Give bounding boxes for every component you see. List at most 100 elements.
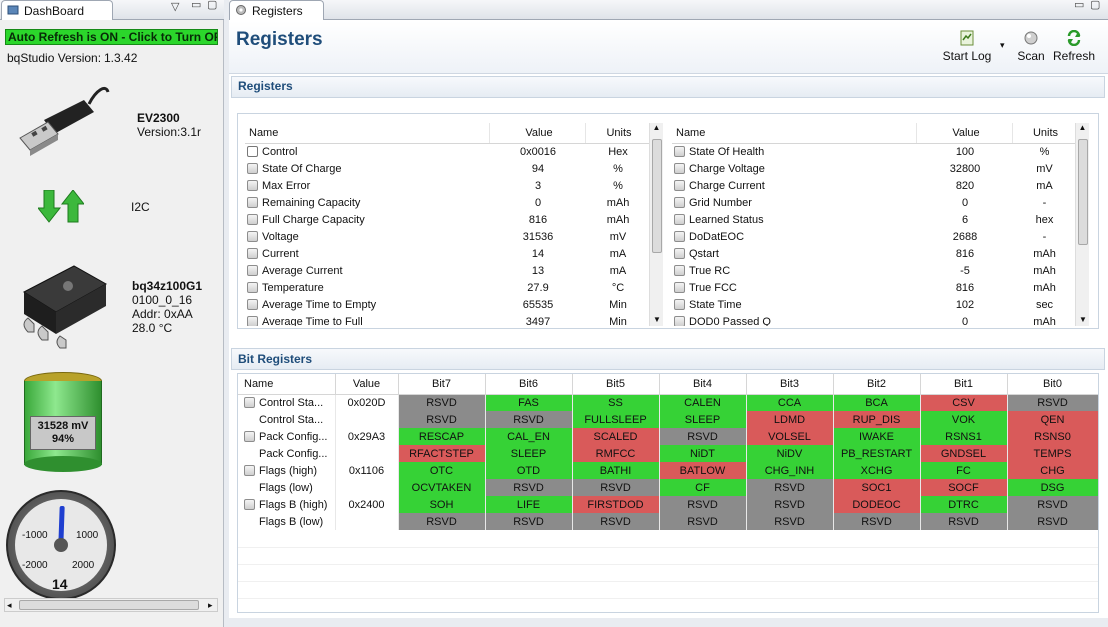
bit-flag-cell[interactable]: CAL_EN bbox=[485, 428, 573, 445]
register-row[interactable]: Full Charge Capacity 816 mAh bbox=[245, 211, 649, 228]
bit-column-header[interactable]: Bit0 bbox=[1007, 374, 1098, 395]
bit-flag-cell[interactable]: VOLSEL bbox=[746, 428, 834, 445]
register-row[interactable]: Charge Voltage 32800 mV bbox=[672, 160, 1075, 177]
scroll-left-icon[interactable]: ◂ bbox=[7, 600, 12, 610]
bit-flag-cell[interactable]: DTRC bbox=[920, 496, 1008, 513]
bit-flag-cell[interactable]: CHG bbox=[1007, 462, 1098, 479]
bit-flag-cell[interactable]: CSV bbox=[920, 394, 1008, 411]
register-row[interactable]: Qstart 816 mAh bbox=[672, 245, 1075, 262]
register-row[interactable]: Remaining Capacity 0 mAh bbox=[245, 194, 649, 211]
register-row[interactable]: State Of Charge 94% bbox=[245, 160, 649, 177]
scroll-down-icon[interactable]: ▼ bbox=[653, 315, 661, 324]
bit-flag-cell[interactable]: LDMD bbox=[746, 411, 834, 428]
bit-flag-cell[interactable]: CCA bbox=[746, 394, 834, 411]
register-row[interactable]: Average Current 13 mA bbox=[245, 262, 649, 279]
bit-flag-cell[interactable]: NiDT bbox=[659, 445, 747, 462]
minimize-icon[interactable]: ▭ bbox=[191, 0, 202, 11]
bit-flag-cell[interactable]: RFACTSTEP bbox=[398, 445, 486, 462]
bit-column-header[interactable]: Bit1 bbox=[920, 374, 1008, 395]
scroll-up-icon[interactable]: ▲ bbox=[1078, 123, 1087, 132]
col-name-header[interactable]: Name bbox=[245, 123, 490, 144]
bit-flag-cell[interactable]: OTC bbox=[398, 462, 486, 479]
bit-flag-cell[interactable]: CF bbox=[659, 479, 747, 496]
bit-flag-cell[interactable]: RUP_DIS bbox=[833, 411, 921, 428]
bit-flag-cell[interactable]: RMFCC bbox=[572, 445, 660, 462]
bit-flag-cell[interactable]: NiDV bbox=[746, 445, 834, 462]
bit-flag-cell[interactable]: FC bbox=[920, 462, 1008, 479]
register-row[interactable]: Average Time to Empty 65535 Min bbox=[245, 296, 649, 313]
bit-flag-cell[interactable]: RSVD bbox=[485, 513, 573, 530]
scroll-right-icon[interactable]: ▸ bbox=[208, 600, 213, 610]
bit-column-header[interactable]: Bit5 bbox=[572, 374, 660, 395]
bit-flag-cell[interactable]: FULLSLEEP bbox=[572, 411, 660, 428]
bit-flag-cell[interactable]: RSVD bbox=[746, 496, 834, 513]
refresh-button[interactable]: Refresh bbox=[1052, 29, 1096, 63]
bit-flag-cell[interactable]: OCVTAKEN bbox=[398, 479, 486, 496]
bit-flag-cell[interactable]: RSVD bbox=[659, 513, 747, 530]
bit-flag-cell[interactable]: RSVD bbox=[572, 479, 660, 496]
auto-refresh-toggle[interactable]: Auto Refresh is ON - Click to Turn OFF bbox=[5, 29, 218, 45]
bit-flag-cell[interactable]: BCA bbox=[833, 394, 921, 411]
bit-register-row[interactable]: Pack Config... 0x29A3 RESCAP CAL_EN SCALED RS… bbox=[238, 428, 1098, 445]
bit-register-row[interactable]: Control Sta... 0x020D RSVD FAS SS CALEN CCA BCA… bbox=[238, 394, 1098, 411]
bit-flag-cell[interactable]: RSVD bbox=[485, 411, 573, 428]
start-log-dropdown-icon[interactable]: ▾ bbox=[1000, 40, 1005, 50]
left-table-scroll-thumb[interactable] bbox=[652, 139, 662, 253]
registers-tab[interactable]: Registers ✕ bbox=[229, 0, 324, 32]
bit-column-header[interactable]: Bit3 bbox=[746, 374, 834, 395]
col-value-header[interactable]: Value bbox=[916, 123, 1013, 144]
bit-flag-cell[interactable]: RSVD bbox=[1007, 513, 1098, 530]
register-row[interactable]: Voltage 31536 mV bbox=[245, 228, 649, 245]
bit-register-row[interactable]: Flags B (low) RSVD RSVD RSVD RSVD RSVD RSVD RSV… bbox=[238, 513, 1098, 530]
dashboard-tab[interactable]: DashBoard bbox=[1, 0, 113, 20]
bit-flag-cell[interactable]: QEN bbox=[1007, 411, 1098, 428]
bit-flag-cell[interactable]: RSNS0 bbox=[1007, 428, 1098, 445]
register-row[interactable]: Charge Current 820 mA bbox=[672, 177, 1075, 194]
bit-flag-cell[interactable]: DSG bbox=[1007, 479, 1098, 496]
bit-flag-cell[interactable]: RSVD bbox=[920, 513, 1008, 530]
bit-flag-cell[interactable]: SOH bbox=[398, 496, 486, 513]
register-row[interactable]: Max Error 3% bbox=[245, 177, 649, 194]
bit-flag-cell[interactable]: IWAKE bbox=[833, 428, 921, 445]
register-row[interactable]: DOD0 Passed Q 0 mAh bbox=[672, 313, 1075, 326]
bit-column-header[interactable]: Value bbox=[335, 374, 399, 395]
bit-register-row[interactable]: Flags (low) OCVTAKEN RSVD RSVD CF RSVD SOC1 SOC… bbox=[238, 479, 1098, 496]
register-row[interactable]: Learned Status 6 hex bbox=[672, 211, 1075, 228]
register-row[interactable]: State Time 102 sec bbox=[672, 296, 1075, 313]
register-row[interactable]: Current 14 mA bbox=[245, 245, 649, 262]
bit-register-row[interactable]: Flags (high) 0x1106 OTC OTD BATHI BATLOW CHG_I… bbox=[238, 462, 1098, 479]
bit-flag-cell[interactable]: RSVD bbox=[1007, 394, 1098, 411]
bit-flag-cell[interactable]: TEMPS bbox=[1007, 445, 1098, 462]
bit-flag-cell[interactable]: RSVD bbox=[1007, 496, 1098, 513]
bit-flag-cell[interactable]: RSVD bbox=[746, 479, 834, 496]
bit-registers-section-header[interactable] bbox=[231, 348, 1105, 370]
bit-flag-cell[interactable]: VOK bbox=[920, 411, 1008, 428]
bit-flag-cell[interactable]: RSVD bbox=[398, 411, 486, 428]
register-row[interactable]: True FCC 816 mAh bbox=[672, 279, 1075, 296]
bit-flag-cell[interactable]: RSVD bbox=[398, 394, 486, 411]
register-row[interactable]: Average Time to Full 3497 Min bbox=[245, 313, 649, 326]
scroll-up-icon[interactable]: ▲ bbox=[652, 123, 661, 132]
bit-flag-cell[interactable]: SCALED bbox=[572, 428, 660, 445]
bit-column-header[interactable]: Bit4 bbox=[659, 374, 747, 395]
bit-flag-cell[interactable]: RSVD bbox=[572, 513, 660, 530]
register-row[interactable]: State Of Health 100% bbox=[672, 143, 1075, 160]
register-row[interactable]: True RC -5 mAh bbox=[672, 262, 1075, 279]
view-menu-icon[interactable]: ▽ bbox=[171, 1, 180, 13]
bit-flag-cell[interactable]: PB_RESTART bbox=[833, 445, 921, 462]
col-units-header[interactable]: Units bbox=[1012, 123, 1075, 144]
registers-section-header[interactable] bbox=[231, 76, 1105, 98]
bit-flag-cell[interactable]: RSVD bbox=[833, 513, 921, 530]
bit-flag-cell[interactable]: CHG_INH bbox=[746, 462, 834, 479]
bit-flag-cell[interactable]: SS bbox=[572, 394, 660, 411]
col-value-header[interactable]: Value bbox=[489, 123, 586, 144]
bit-flag-cell[interactable]: RESCAP bbox=[398, 428, 486, 445]
dashboard-hscroll-thumb[interactable] bbox=[19, 600, 199, 610]
bit-register-row[interactable]: Pack Config... RFACTSTEP SLEEP RMFCC NiDT NiD… bbox=[238, 445, 1098, 462]
bit-flag-cell[interactable]: FAS bbox=[485, 394, 573, 411]
register-row[interactable]: DoDatEOC 2688 - bbox=[672, 228, 1075, 245]
main-maximize-icon[interactable]: ▢ bbox=[1090, 0, 1101, 11]
bit-flag-cell[interactable]: SOCF bbox=[920, 479, 1008, 496]
bit-flag-cell[interactable]: RSNS1 bbox=[920, 428, 1008, 445]
col-name-header[interactable]: Name bbox=[672, 123, 917, 144]
